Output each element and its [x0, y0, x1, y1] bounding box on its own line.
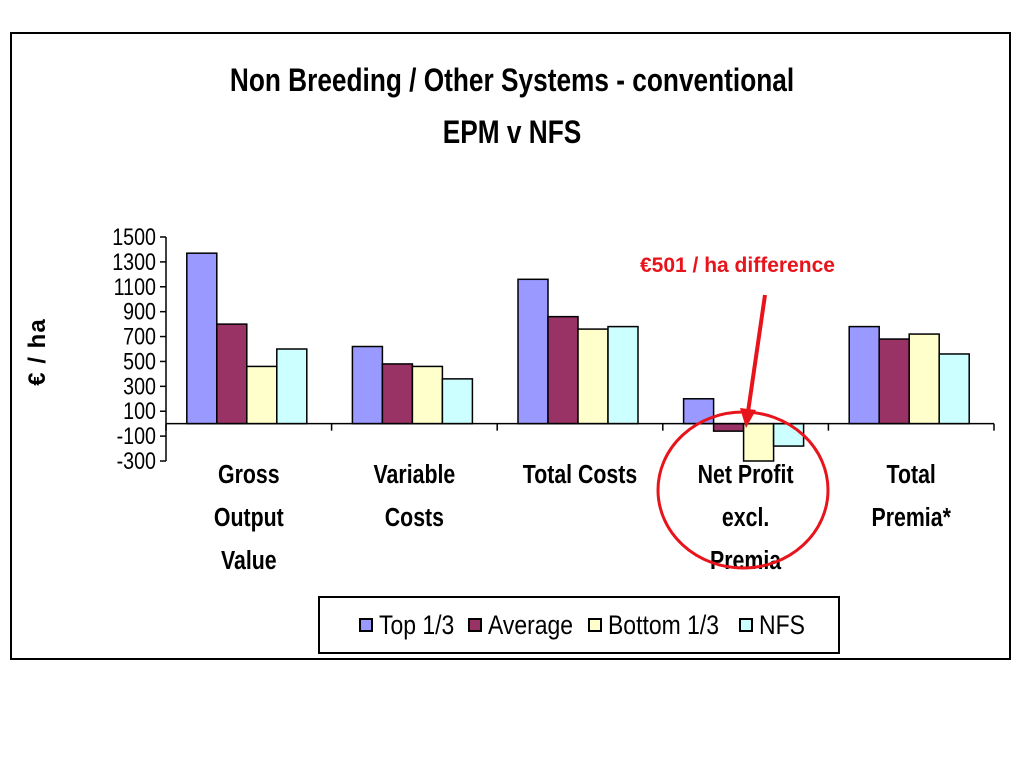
- x-category-label: Output: [214, 503, 284, 533]
- legend-swatch: [467, 618, 482, 632]
- x-category-label: Gross: [218, 460, 280, 490]
- bar-average-1: [381, 363, 414, 425]
- bar-nfs-2: [607, 325, 639, 425]
- y-tick-label: 500: [123, 348, 156, 375]
- y-tick-label: 1300: [112, 248, 156, 275]
- chart-subtitle: EPM v NFS: [442, 114, 582, 150]
- bar-average-2: [547, 315, 579, 425]
- bar-bottom-1-3-3: [742, 422, 775, 462]
- y-tick-label: -300: [117, 447, 156, 474]
- legend: Top 1/3 Average Bottom 1/3 NFS: [318, 596, 840, 654]
- legend-label: Average: [487, 609, 574, 640]
- bar-top-1-3-1: [351, 345, 384, 425]
- highlight-ellipse: [656, 410, 830, 570]
- legend-swatch: [588, 618, 603, 632]
- legend-item: Bottom 1/3: [588, 610, 725, 641]
- legend-item: Average: [467, 609, 574, 641]
- bar-average-4: [878, 338, 910, 425]
- y-tick-label: 1500: [112, 223, 156, 250]
- bar-nfs-0: [276, 348, 308, 425]
- annotation-arrow-line: [746, 294, 767, 413]
- bar-average-0: [216, 323, 248, 425]
- bar-bottom-1-3-2: [577, 328, 609, 425]
- legend-label: NFS: [758, 609, 805, 640]
- x-category-label: Total Costs: [523, 460, 637, 490]
- legend-item: NFS: [738, 610, 805, 641]
- legend-label: Top 1/3: [379, 609, 455, 640]
- difference-annotation: €501 / ha difference: [640, 254, 835, 277]
- y-tick-label: -100: [117, 422, 156, 449]
- x-category-label: Net Profit: [698, 460, 794, 490]
- x-category-label: excl.: [722, 503, 769, 533]
- legend-item: Top 1/3: [359, 609, 455, 641]
- x-category-label: Premia: [710, 546, 782, 576]
- legend-swatch: [738, 618, 753, 632]
- chart-title: Non Breeding / Other Systems - conventio…: [229, 62, 795, 98]
- x-category-label: Costs: [385, 503, 444, 533]
- chart-frame: [10, 32, 1011, 660]
- bar-average-3: [712, 422, 745, 432]
- x-category-label: Variable: [374, 460, 456, 490]
- y-tick-label: 700: [123, 323, 156, 350]
- bar-bottom-1-3-1: [411, 365, 444, 425]
- bar-top-1-3-2: [517, 278, 549, 425]
- y-tick-label: 900: [123, 298, 156, 325]
- bar-bottom-1-3-4: [908, 333, 940, 425]
- bar-nfs-4: [938, 353, 970, 425]
- x-category-label: Total: [887, 460, 936, 490]
- x-category-label: Value: [221, 546, 277, 576]
- x-category-label: Premia*: [872, 503, 952, 533]
- y-tick-label: 100: [123, 397, 156, 424]
- y-tick-label: 1100: [114, 273, 156, 300]
- bar-top-1-3-0: [186, 252, 218, 425]
- y-tick-label: 300: [123, 372, 156, 399]
- bar-bottom-1-3-0: [246, 365, 278, 425]
- legend-swatch: [359, 618, 374, 632]
- bar-nfs-3: [772, 422, 805, 447]
- bar-top-1-3-4: [848, 325, 880, 425]
- legend-label: Bottom 1/3: [608, 609, 720, 640]
- bar-nfs-1: [441, 378, 474, 425]
